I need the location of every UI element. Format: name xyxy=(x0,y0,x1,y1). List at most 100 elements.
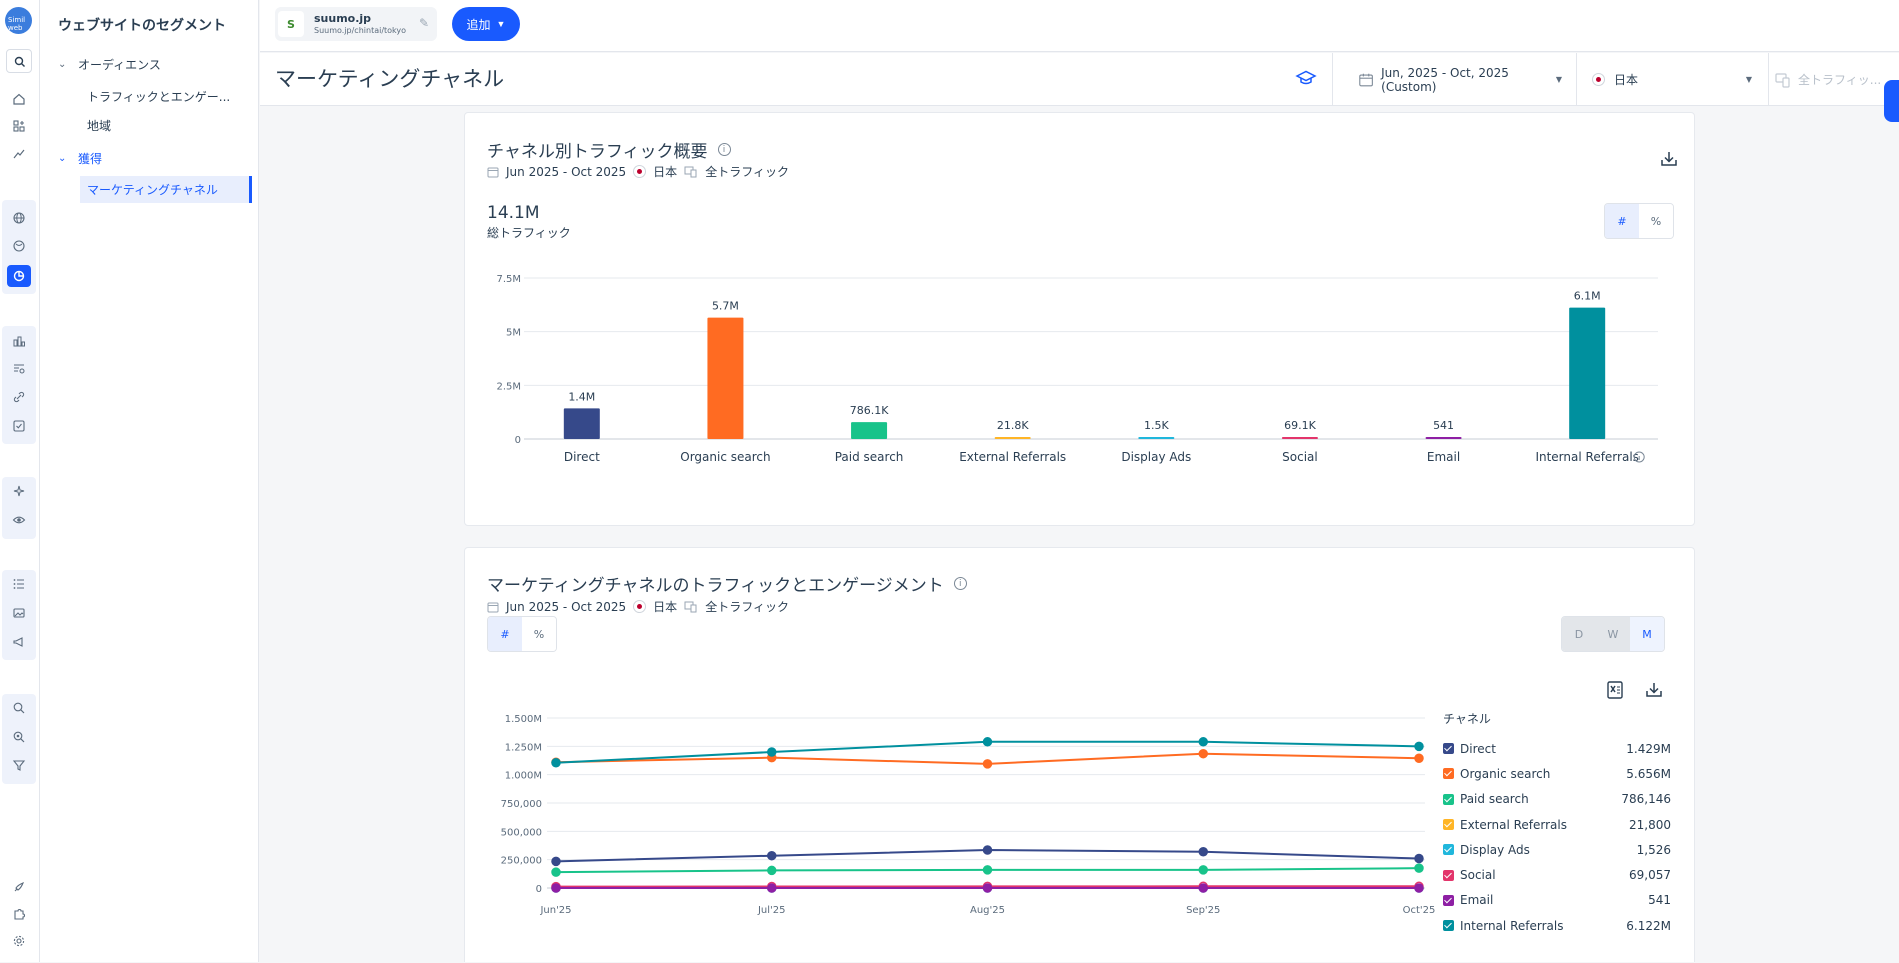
checklist-icon[interactable] xyxy=(7,415,31,437)
bar-data-label: 1.4M xyxy=(568,390,595,403)
weekly-toggle[interactable]: W xyxy=(1596,617,1630,651)
list-icon[interactable] xyxy=(7,573,31,595)
data-point xyxy=(1415,884,1423,892)
x-tick-label: Jun'25 xyxy=(539,905,571,916)
devices-icon xyxy=(684,166,698,178)
checkbox-icon[interactable] xyxy=(1443,870,1454,881)
data-point xyxy=(984,884,992,892)
total-traffic: 14.1M 総トラフィック xyxy=(487,203,571,241)
checkbox-icon[interactable] xyxy=(1443,920,1454,931)
number-toggle[interactable]: # xyxy=(488,617,522,651)
monthly-toggle[interactable]: M xyxy=(1630,617,1664,651)
globe-search-icon[interactable] xyxy=(7,235,31,257)
legend-label: Direct xyxy=(1460,742,1626,756)
download-icon[interactable] xyxy=(1659,149,1679,169)
country-selector[interactable]: 日本 ▼ xyxy=(1578,53,1768,106)
traffic-type-selector[interactable]: 全トラフィッ... xyxy=(1768,53,1888,106)
download-icon[interactable] xyxy=(1644,680,1664,700)
settings-icon[interactable] xyxy=(7,930,31,952)
card-country: 日本 xyxy=(653,163,677,180)
dashboard-add-icon[interactable] xyxy=(7,115,31,137)
graduation-cap-icon[interactable] xyxy=(1295,67,1317,89)
daily-toggle[interactable]: D xyxy=(1562,617,1596,651)
calendar-icon xyxy=(487,166,499,178)
data-point xyxy=(984,738,992,746)
checkbox-icon[interactable] xyxy=(1443,794,1454,805)
site-path: Suumo.jp/chintai/tokyo xyxy=(314,26,406,35)
site-selector[interactable]: S suumo.jp Suumo.jp/chintai/tokyo ✎ xyxy=(275,7,437,41)
y-tick-label: 1.000M xyxy=(505,771,542,782)
home-icon[interactable] xyxy=(7,88,31,110)
pie-chart-icon[interactable] xyxy=(7,265,31,287)
sidebar-item-marketing-channels[interactable]: マーケティングチャネル xyxy=(80,176,252,203)
segment-sidebar: ウェブサイトのセグメント ⌄ オーディエンス トラフィックとエンゲー... 地域… xyxy=(40,0,259,962)
data-point xyxy=(1415,855,1423,863)
calendar-icon xyxy=(487,601,499,613)
x-tick-label: Internal Referrals xyxy=(1535,450,1638,464)
checkbox-icon[interactable] xyxy=(1443,819,1454,830)
sidebar-section-audience[interactable]: ⌄ オーディエンス xyxy=(58,56,161,73)
legend-value: 21,800 xyxy=(1629,818,1671,832)
magnify-target-icon[interactable] xyxy=(7,726,31,748)
checkbox-icon[interactable] xyxy=(1443,844,1454,855)
percent-toggle[interactable]: % xyxy=(522,617,556,651)
checkbox-icon[interactable] xyxy=(1443,895,1454,906)
add-button[interactable]: 追加 ▼ xyxy=(452,7,520,41)
caret-down-icon: ▼ xyxy=(1556,75,1562,84)
link-icon[interactable] xyxy=(7,386,31,408)
page-header: マーケティングチャネル Jun, 2025 - Oct, 2025 (Custo… xyxy=(260,53,1899,106)
checkbox-icon[interactable] xyxy=(1443,743,1454,754)
feedback-tab[interactable] xyxy=(1884,80,1899,122)
data-point xyxy=(768,884,776,892)
pencil-icon[interactable]: ✎ xyxy=(419,16,429,30)
x-tick-label: External Referrals xyxy=(959,450,1066,464)
image-icon[interactable] xyxy=(7,602,31,624)
percent-toggle[interactable]: % xyxy=(1639,204,1673,238)
globe-icon[interactable] xyxy=(7,207,31,229)
filter-icon[interactable] xyxy=(7,754,31,776)
legend-label: Organic search xyxy=(1460,767,1626,781)
chevron-down-icon: ⌄ xyxy=(58,153,70,164)
date-range-picker[interactable]: Jun, 2025 - Oct, 2025 (Custom) ▼ xyxy=(1346,53,1562,106)
card-title: チャネル別トラフィック概要 xyxy=(487,137,708,162)
japan-flag-icon xyxy=(1592,73,1605,86)
sidebar-section-acquisition[interactable]: ⌄ 獲得 xyxy=(58,150,102,167)
card-title-row: チャネル別トラフィック概要 i xyxy=(487,137,731,162)
legend-label: Email xyxy=(1460,893,1648,907)
checkbox-icon[interactable] xyxy=(1443,768,1454,779)
sidebar-item-geography[interactable]: 地域 xyxy=(80,112,258,139)
trend-icon[interactable] xyxy=(7,143,31,165)
eye-icon[interactable] xyxy=(7,509,31,531)
sidebar-item-traffic-engagement[interactable]: トラフィックとエンゲー... xyxy=(80,83,258,110)
megaphone-icon[interactable] xyxy=(7,631,31,653)
legend-value: 69,057 xyxy=(1629,868,1671,882)
bar xyxy=(1569,308,1605,439)
search-button[interactable] xyxy=(6,49,32,73)
info-icon[interactable]: i xyxy=(718,143,731,156)
magnify-check-icon[interactable] xyxy=(7,697,31,719)
app-logo[interactable]: Simil web xyxy=(5,7,32,34)
excel-export-icon[interactable] xyxy=(1605,680,1625,700)
devices-icon xyxy=(1774,71,1792,89)
x-tick-label: Direct xyxy=(564,450,600,464)
bar xyxy=(995,437,1031,439)
bar xyxy=(1282,437,1318,439)
rocket-icon[interactable] xyxy=(7,876,31,898)
bar-chart-icon[interactable] xyxy=(7,330,31,352)
puzzle-icon[interactable] xyxy=(7,903,31,925)
x-tick-label: Email xyxy=(1427,450,1460,464)
legend-value: 1,526 xyxy=(1637,843,1671,857)
info-icon[interactable]: i xyxy=(954,577,967,590)
number-toggle[interactable]: # xyxy=(1605,204,1639,238)
sparkle-icon[interactable] xyxy=(7,480,31,502)
bar-data-label: 786.1K xyxy=(850,404,889,417)
list-search-icon[interactable] xyxy=(7,358,31,380)
